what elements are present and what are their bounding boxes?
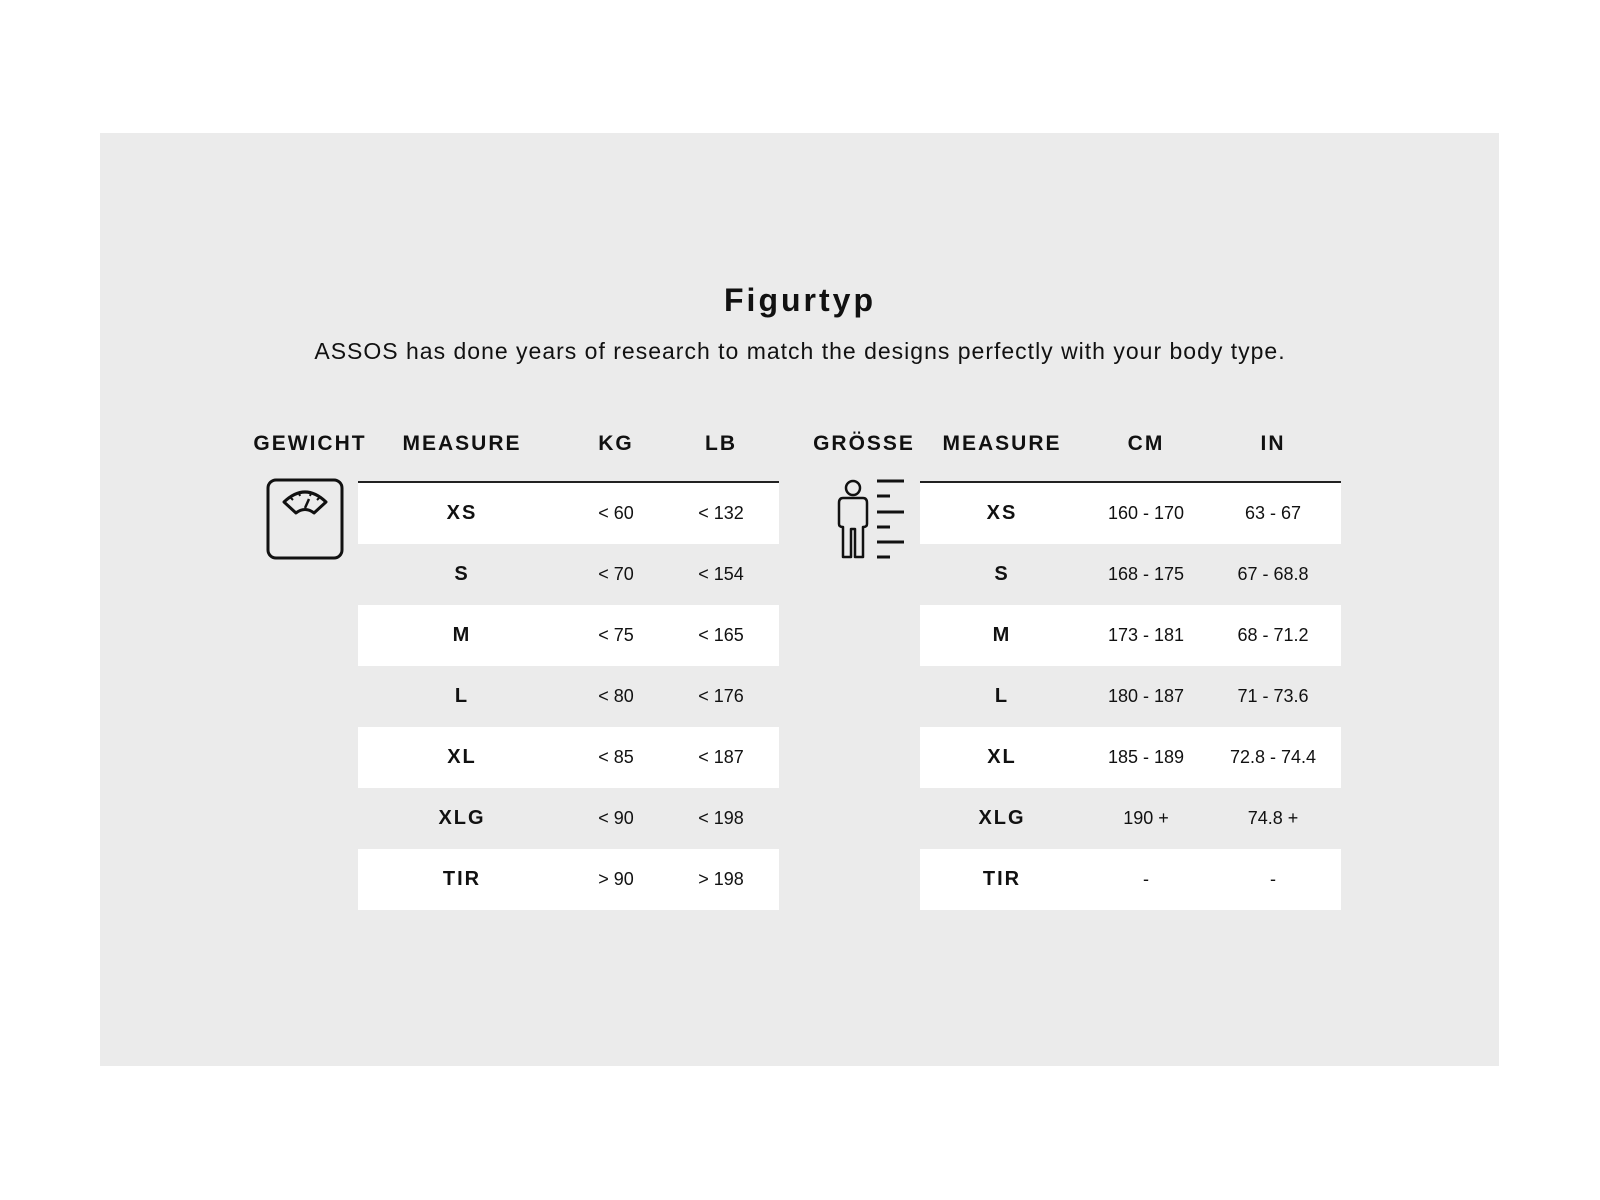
size-cell: M: [452, 624, 472, 646]
size-cell: S: [994, 563, 1010, 585]
page-title: Figurtyp: [724, 282, 876, 318]
value-cell-1: < 85: [598, 747, 634, 767]
size-cell: XLG: [978, 807, 1026, 829]
table-row: XLG < 90 < 198: [358, 788, 779, 849]
value-cell-2: 68 - 71.2: [1237, 625, 1309, 645]
table-row: XL < 85 < 187: [358, 727, 779, 788]
value-cell-1: < 90: [598, 808, 634, 828]
table-row: XS 160 - 170 63 - 67: [920, 483, 1341, 544]
value-cell-2: 63 - 67: [1244, 503, 1302, 523]
table-row: L 180 - 187 71 - 73.6: [920, 666, 1341, 727]
size-cell: M: [992, 624, 1012, 646]
weight-table: XS < 60 < 132 S < 70 < 154 M < 75 < 165 L < 80 < 17…: [358, 481, 779, 910]
table-row: XS < 60 < 132: [358, 483, 779, 544]
value-cell-2: < 187: [698, 747, 744, 767]
weight-label: GEWICHT: [253, 432, 367, 455]
height-label: GRÖSSE: [813, 432, 915, 455]
value-cell-2: 74.8 +: [1247, 808, 1299, 828]
value-cell-1: > 90: [598, 869, 634, 889]
size-cell: XS: [446, 502, 478, 524]
scale-icon: [266, 478, 344, 560]
size-cell: XL: [987, 746, 1017, 768]
height-header-in: IN: [1260, 432, 1286, 455]
value-cell-1: < 80: [598, 686, 634, 706]
table-row: M < 75 < 165: [358, 605, 779, 666]
size-cell: TIR: [982, 868, 1022, 890]
value-cell-2: < 154: [698, 564, 744, 584]
value-cell-1: < 70: [598, 564, 634, 584]
value-cell-1: < 60: [598, 503, 634, 523]
height-header-cm: CM: [1127, 432, 1165, 455]
value-cell-2: 71 - 73.6: [1237, 686, 1309, 706]
value-cell-1: 180 - 187: [1107, 686, 1185, 706]
height-table: XS 160 - 170 63 - 67 S 168 - 175 67 - 68.8 M 17…: [920, 481, 1341, 910]
value-cell-1: 173 - 181: [1107, 625, 1185, 645]
value-cell-1: 185 - 189: [1107, 747, 1185, 767]
person-height-icon: [837, 479, 904, 559]
size-cell: S: [454, 563, 470, 585]
weight-header-kg: KG: [598, 432, 634, 455]
value-cell-2: 67 - 68.8: [1237, 564, 1309, 584]
background-panel: [100, 133, 1499, 1066]
size-cell: XL: [447, 746, 477, 768]
value-cell-1: 160 - 170: [1107, 503, 1185, 523]
value-cell-2: > 198: [698, 869, 744, 889]
weight-header-measure: MEASURE: [402, 432, 522, 455]
value-cell-2: < 165: [698, 625, 744, 645]
size-cell: L: [454, 685, 470, 707]
table-row: L < 80 < 176: [358, 666, 779, 727]
value-cell-2: < 176: [698, 686, 744, 706]
value-cell-2: < 132: [698, 503, 744, 523]
height-header-measure: MEASURE: [942, 432, 1062, 455]
value-cell-2: -: [1270, 869, 1276, 889]
table-row: TIR - -: [920, 849, 1341, 910]
table-row: TIR > 90 > 198: [358, 849, 779, 910]
value-cell-2: < 198: [698, 808, 744, 828]
size-cell: TIR: [442, 868, 482, 890]
table-row: M 173 - 181 68 - 71.2: [920, 605, 1341, 666]
size-cell: XS: [986, 502, 1018, 524]
weight-header-lb: LB: [705, 432, 737, 455]
table-row: S < 70 < 154: [358, 544, 779, 605]
value-cell-2: 72.8 - 74.4: [1229, 747, 1317, 767]
size-cell: XLG: [438, 807, 486, 829]
value-cell-1: -: [1143, 869, 1149, 889]
size-cell: L: [994, 685, 1010, 707]
value-cell-1: 190 +: [1123, 808, 1169, 828]
page-subtitle: ASSOS has done years of research to matc…: [314, 338, 1286, 364]
value-cell-1: 168 - 175: [1107, 564, 1185, 584]
value-cell-1: < 75: [598, 625, 634, 645]
table-row: XL 185 - 189 72.8 - 74.4: [920, 727, 1341, 788]
table-row: S 168 - 175 67 - 68.8: [920, 544, 1341, 605]
table-row: XLG 190 + 74.8 +: [920, 788, 1341, 849]
